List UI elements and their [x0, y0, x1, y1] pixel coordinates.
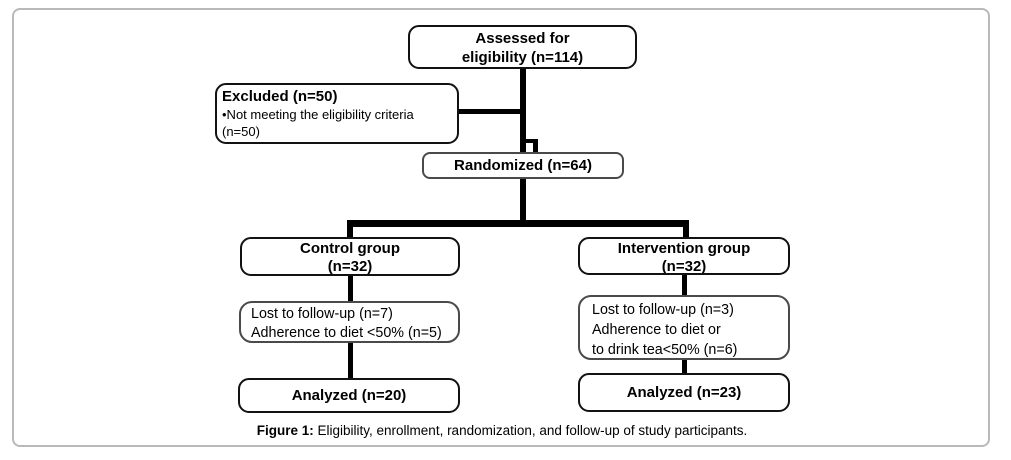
- excluded-box: Excluded (n=50) •Not meeting the eligibi…: [215, 83, 459, 144]
- connector-to-excluded: [459, 109, 523, 114]
- excluded-item: •Refused to participate (n=0): [222, 140, 453, 142]
- connector-lost-to-analyzed-intervention: [682, 359, 687, 374]
- analyzed-intervention-box: Analyzed (n=23): [578, 373, 790, 412]
- control-line1: Control group: [300, 240, 400, 257]
- analyzed-control-label: Analyzed (n=20): [291, 387, 407, 404]
- randomized-box: Randomized (n=64): [422, 152, 624, 179]
- control-line2: (n=32): [327, 258, 373, 275]
- figure-caption: Figure 1: Eligibility, enrollment, rando…: [12, 423, 992, 439]
- lost-followup-intervention-box: Lost to follow-up (n=3) Adherence to die…: [578, 295, 790, 360]
- connector-lost-to-analyzed-control: [348, 342, 353, 379]
- intervention-group-box: Intervention group (n=32): [578, 237, 790, 275]
- connector-split-to-control: [347, 220, 353, 238]
- connector-randomized-to-split: [520, 178, 526, 223]
- figure-caption-label: Figure 1:: [256, 423, 314, 438]
- control-group-box: Control group (n=32): [240, 237, 460, 276]
- connector-control-to-lost: [348, 275, 353, 302]
- intervention-line2: (n=32): [661, 258, 707, 275]
- figure-caption-text: Eligibility, enrollment, randomization, …: [313, 423, 748, 438]
- connector-assessed-to-randomized: [520, 67, 526, 153]
- assessed-eligibility-box: Assessed for eligibility (n=114): [408, 25, 637, 69]
- analyzed-intervention-label: Analyzed (n=23): [626, 384, 742, 401]
- connector-split-bar: [347, 220, 689, 227]
- intervention-line1: Intervention group: [617, 240, 751, 257]
- assessed-line2: eligibility (n=114): [461, 49, 584, 66]
- connector-elbow-side: [533, 139, 538, 153]
- connector-split-to-intervention: [683, 220, 689, 238]
- analyzed-control-box: Analyzed (n=20): [238, 378, 460, 413]
- excluded-title: Excluded (n=50): [222, 88, 338, 105]
- connector-elbow-top: [520, 139, 538, 143]
- lost-intervention-line: Lost to follow-up (n=3): [592, 302, 734, 318]
- assessed-line1: Assessed for: [475, 30, 570, 47]
- randomized-label: Randomized (n=64): [454, 157, 592, 174]
- lost-control-line: Adherence to diet <50% (n=5): [251, 325, 442, 341]
- lost-followup-control-box: Lost to follow-up (n=7) Adherence to die…: [239, 301, 460, 343]
- lost-control-line: Lost to follow-up (n=7): [251, 306, 393, 322]
- lost-intervention-line: Adherence to diet or: [592, 322, 721, 338]
- excluded-item: •Not meeting the eligibility criteria (n…: [222, 107, 414, 139]
- connector-intervention-to-lost: [682, 275, 687, 296]
- figure-frame: [12, 8, 990, 447]
- lost-intervention-line: to drink tea<50% (n=6): [592, 342, 738, 358]
